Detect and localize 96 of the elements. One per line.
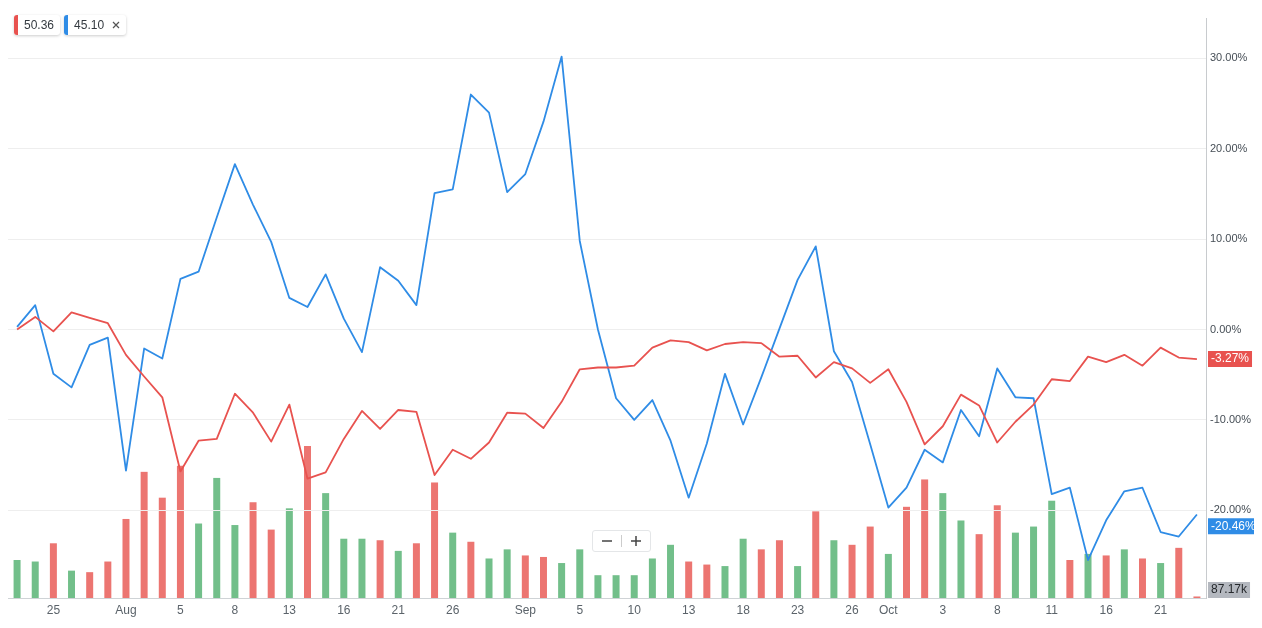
y-tick-label: 20.00% [1210,141,1248,154]
bar [285,508,293,598]
x-tick-label: 16 [337,602,351,617]
bar [1048,500,1056,598]
bar [1102,555,1110,598]
bar [848,544,856,598]
bar [594,575,602,598]
bar [921,479,929,598]
x-tick-label: 8 [231,602,239,617]
bar [394,550,402,598]
x-tick-label: 21 [1153,602,1168,617]
bar [176,465,184,598]
bar [612,575,620,598]
x-tick-label: 13 [682,602,696,617]
bar [576,549,584,598]
bar [1030,526,1038,598]
bar [231,525,239,598]
bar [1066,560,1074,598]
bar [775,540,783,598]
annotation: 45.10 [74,18,105,32]
bar [68,570,76,598]
bar [830,540,838,598]
bar [866,526,874,598]
data-label: -3.27% [1211,351,1250,366]
bar [49,543,57,598]
bar [685,561,693,598]
x-tick-label: Oct [879,602,899,617]
bar [267,529,275,598]
bar [703,564,711,598]
bar [558,563,566,598]
x-tick-label: 5 [576,602,584,617]
bar [884,553,892,598]
bar [648,558,656,598]
bar [1011,532,1019,598]
x-tick-label: 25 [46,602,61,617]
bar [431,482,439,598]
y-tick-label: -20.00% [1210,503,1252,516]
bar [939,493,947,598]
x-tick-label: Sep [514,602,537,617]
x-tick-label: 26 [845,602,860,617]
bar [412,543,420,598]
bar [13,560,21,598]
bar [122,518,130,598]
bar [757,549,765,598]
x-tick-label: 11 [1045,602,1059,617]
x-tick-label: 18 [736,602,751,617]
bar [358,538,366,598]
bar [1157,563,1165,598]
bar [195,523,203,598]
y-tick-label: 30.00% [1210,51,1248,64]
bar [521,555,529,598]
bar [140,471,148,598]
bar [1120,549,1128,598]
bar [86,572,94,598]
bar [449,532,457,598]
bar [340,538,348,598]
x-tick-label: Aug [115,602,137,617]
bar [304,446,311,598]
bar [213,477,221,598]
bar [739,538,747,598]
bar [630,575,638,598]
x-tick-label: 3 [939,602,947,617]
bar [158,497,166,598]
x-tick-label: 21 [391,602,406,617]
bar [322,493,330,598]
bar [794,566,802,598]
bar [993,505,1001,598]
text: 87.17k [1211,582,1249,597]
bar [503,549,511,598]
annotation: 50.36 [24,18,55,32]
bar [1084,553,1092,598]
x-tick-label: 10 [627,602,642,617]
x-tick-label: 13 [282,602,297,617]
bar [31,561,39,598]
bar [667,544,675,598]
y-tick-label: 10.00% [1210,232,1248,245]
bar [721,566,729,598]
bar [975,534,983,598]
bar [1175,547,1183,598]
y-tick-label: 0.00% [1210,322,1242,335]
bar [249,502,257,598]
bar [957,520,965,598]
bar [376,540,384,598]
bar [812,511,820,598]
x-tick-label: 5 [177,602,185,617]
bar [1138,558,1146,598]
bar [485,558,493,598]
y-tick-label: -10.00% [1210,412,1252,425]
x-tick-label: 23 [790,602,805,617]
x-tick-label: 26 [446,602,460,617]
bar [467,541,475,598]
bar [539,556,547,598]
bar [903,506,910,598]
x-tick-label: 8 [993,602,1001,617]
x-tick-label: 16 [1099,602,1114,617]
bar [104,561,112,598]
